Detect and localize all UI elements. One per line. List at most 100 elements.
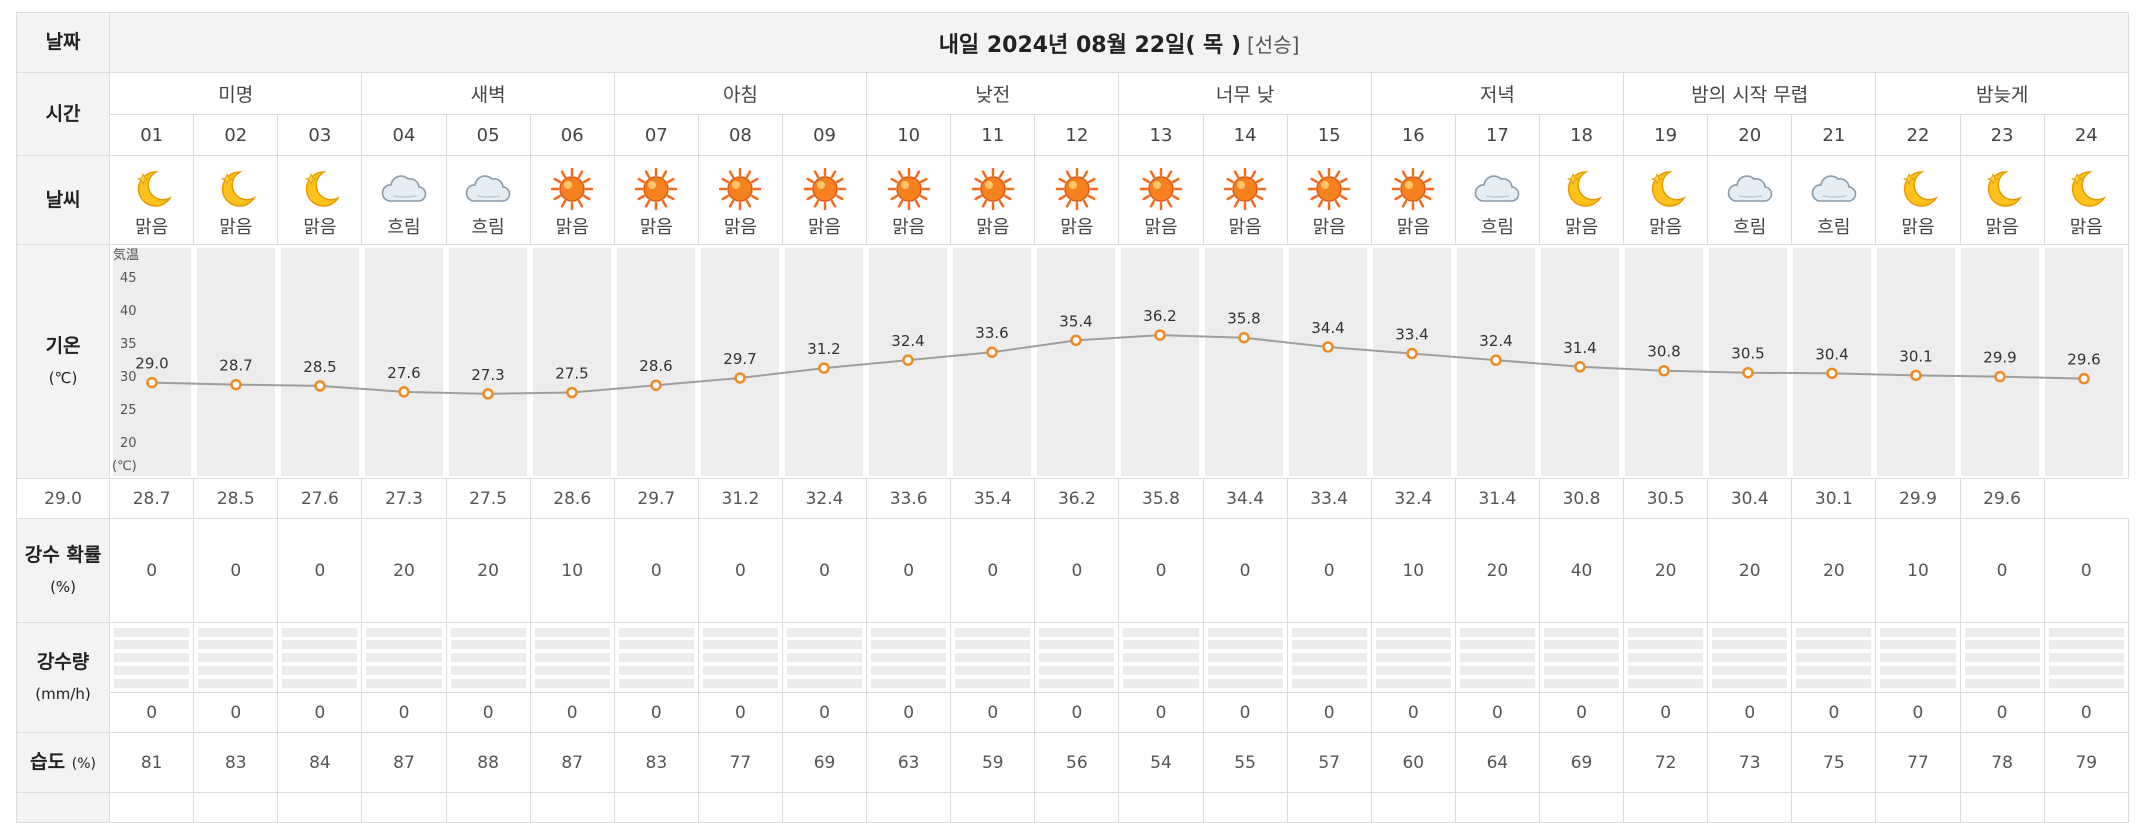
precip-amount-bar [1961,625,2043,691]
precip-amount-bar [1204,625,1286,691]
weather-text: 맑음 [135,217,169,238]
precip-amount-bar [952,625,1034,691]
temperature-value: 28.7 [109,478,195,519]
moon-icon [137,171,172,207]
precip-probability-value: 0 [2043,518,2130,623]
humidity-value: 84 [277,732,363,793]
next-row-cell [1286,792,1372,823]
hour-cell: 13 [1118,114,1204,156]
temperature-point [566,386,578,399]
temperature-value: 29.7 [613,478,699,519]
weather-cell: 맑음 [193,155,279,245]
temperature-point [1154,329,1166,341]
next-row-label [15,792,111,823]
hour-row: 01 02 03 04 05 06 07 08 09 10 11 12 13 14 15 16 17 18 19 20… [17,114,2130,156]
precip-amount-bar-cell [445,622,531,693]
temperature-point [902,354,914,366]
precip-amount-bar [279,625,361,691]
temperature-point-label: 29.0 [135,355,168,373]
chart-column-bg [281,248,360,476]
humidity-value: 69 [781,732,868,793]
hour-cell: 02 [193,114,279,156]
precip-amount-label: 강수량 (mm/h) [15,622,111,733]
weather-text: 흐림 [471,217,505,238]
sun-icon [1223,167,1267,211]
temperature-value: 29.9 [1875,478,1961,519]
next-row-cell [1202,792,1288,823]
next-row-cell [781,792,868,823]
precip-probability-value: 10 [1370,518,1456,623]
humidity-value: 79 [2043,732,2130,793]
humidity-value: 69 [1538,732,1625,793]
precip-amount-value: 0 [1623,692,1709,733]
precip-amount-bar [195,625,277,691]
cloud-icon [1811,175,1857,202]
sun-icon [1392,167,1435,211]
humidity-value: 75 [1791,732,1877,793]
moon-icon [1903,171,1939,207]
precip-amount-value: 0 [193,692,279,733]
next-row-cell [1959,792,2045,823]
precip-probability-value: 0 [613,518,699,623]
temperature-point [482,388,494,400]
moon-icon [1987,171,2023,207]
sun-icon [1139,167,1183,211]
precip-probability-value: 0 [697,518,783,623]
next-row-cell [1454,792,1540,823]
precip-probability-value: 20 [1791,518,1877,623]
hour-cell: 08 [697,114,783,156]
precip-amount-value: 0 [866,692,952,733]
temperature-value: 30.1 [1791,478,1877,519]
next-row-cell [1623,792,1709,823]
hour-cell: 04 [361,114,447,156]
temperature-point-label: 31.2 [807,340,840,358]
precip-amount-value: 0 [1538,692,1625,733]
precip-amount-bar-cell [1959,622,2045,693]
weather-text: 흐림 [1480,217,1514,238]
weather-cell: 흐림 [1707,155,1793,245]
temperature-point [1406,347,1418,360]
precip-probability-unit: (%) [50,578,77,597]
precip-amount-bar-cell [529,622,615,693]
sun-icon [635,167,678,211]
precip-probability-value: 0 [1202,518,1288,623]
cloud-icon [1727,175,1773,202]
y-tick-label: 25 [120,403,137,418]
humidity-value: 77 [1875,732,1961,793]
temperature-point-label: 30.4 [1815,345,1848,363]
hour-cell: 15 [1286,114,1372,156]
weather-text: 맑음 [639,217,673,238]
temperature-point-label: 29.6 [2067,351,2100,369]
precip-amount-bar-cell [866,622,952,693]
temperature-value: 33.6 [866,478,952,519]
temperature-chart-cell: 気温 45 40 35 30 25 20 (℃) 29.0 28.7 28.5 27.6 27.3 27.… [109,244,2129,479]
hour-cell: 10 [866,114,952,156]
precip-probability-value: 0 [1118,518,1204,623]
humidity-value: 73 [1707,732,1793,793]
moon-icon [221,171,256,207]
weather-text: 맑음 [219,217,253,238]
temperature-point [146,376,158,389]
precip-amount-bar [1288,625,1370,691]
precip-amount-value: 0 [361,692,447,733]
next-row-cell [697,792,783,823]
temperature-point [1070,334,1082,347]
humidity-value: 72 [1623,732,1709,793]
temperature-point-label: 30.8 [1647,343,1680,361]
humidity-value: 63 [866,732,952,793]
precip-amount-bar-cell [1370,622,1456,693]
chart-column-bg [785,248,864,476]
date-link[interactable]: [선승] [1247,32,1300,57]
temperature-point [1238,331,1250,344]
period-cell: 너무 낮 [1118,72,1372,115]
precip-probability-value: 10 [1875,518,1961,623]
hour-cell: 20 [1707,114,1793,156]
humidity-value: 83 [613,732,699,793]
weather-cell: 맑음 [1118,155,1204,245]
hour-cell: 16 [1370,114,1456,156]
temperature-value: 32.4 [781,478,868,519]
weather-cell: 맑음 [2043,155,2130,245]
precip-amount-bar-cell [361,622,447,693]
precip-probability-value: 20 [1454,518,1540,623]
hour-cell: 07 [613,114,699,156]
